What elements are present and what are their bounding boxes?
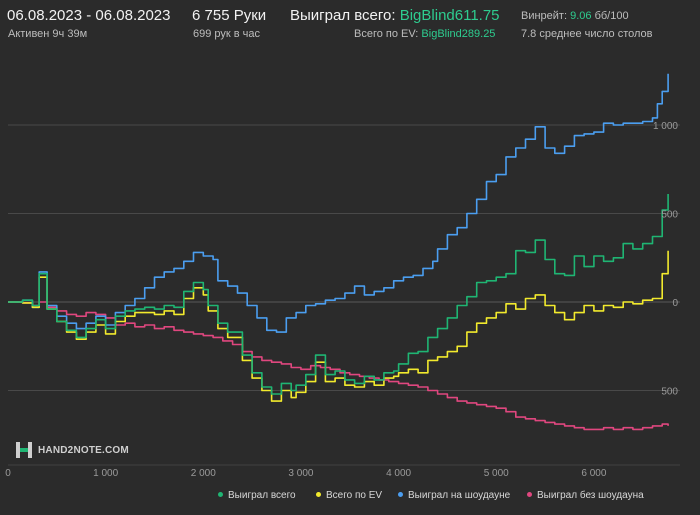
legend-label: Всего по EV [326, 490, 383, 501]
legend-dot-icon [218, 491, 223, 497]
h-logo-icon [16, 442, 32, 458]
axis-ticks: 1 000 500 0 500 0 1 000 2 000 3 000 4 000 5 000 6 … [5, 121, 678, 479]
legend-dot-icon [527, 491, 532, 497]
series-line-0 [8, 194, 669, 395]
ev-total-label: Всего по EV: [354, 28, 419, 40]
won-total-value: BigBlind611.75 [399, 7, 500, 24]
winrate: Винрейт: 9.06 бб/100 [521, 10, 629, 22]
x-tick-label: 4 000 [386, 468, 411, 479]
x-tick-label: 1 000 [93, 468, 118, 479]
won-total: Выиграл всего: BigBlind611.75 [290, 7, 500, 24]
date-range: 06.08.2023 - 06.08.2023 [7, 7, 171, 24]
y-tick-label: 0 [672, 298, 678, 309]
legend-item: Всего по EV [316, 490, 382, 501]
legend-label: Выиграл всего [228, 490, 296, 501]
series-line-3 [8, 301, 669, 431]
series-line-2 [8, 73, 669, 333]
y-tick-label: 500 [661, 210, 678, 221]
y-tick-label: 1 000 [653, 121, 678, 132]
x-tick-label: 2 000 [191, 468, 216, 479]
winrate-unit: бб/100 [594, 10, 629, 22]
legend-item: Выиграл всего [218, 490, 296, 501]
winrate-label: Винрейт: [521, 10, 568, 22]
y-tick-label: 500 [661, 387, 678, 398]
x-tick-label: 0 [5, 468, 11, 479]
series-line-1 [8, 250, 669, 402]
grid [8, 124, 680, 466]
legend-label: Выиграл на шоудауне [408, 490, 511, 501]
legend-dot-icon [316, 491, 321, 497]
legend-item: Выиграл на шоудауне [398, 490, 510, 501]
ev-total: Всего по EV: BigBlind289.25 [354, 28, 495, 40]
avg-tables: 7.8 среднее число столов [521, 28, 653, 40]
legend-label: Выиграл без шоудауна [537, 490, 644, 501]
winrate-value: 9.06 [570, 10, 592, 22]
hands-per-hour: 699 рук в час [193, 28, 261, 40]
logo-text: HAND2NOTE.COM [38, 445, 129, 456]
chart-legend: Выиграл всего Всего по EV Выиграл на шоуда… [0, 490, 700, 506]
won-total-label: Выиграл всего: [290, 7, 396, 24]
ev-total-value: BigBlind289.25 [421, 28, 496, 40]
series-lines [8, 73, 669, 431]
stats-header: 06.08.2023 - 06.08.2023 Активен 9ч 39м 6… [0, 0, 700, 48]
legend-item: Выиграл без шоудауна [527, 490, 644, 501]
x-tick-label: 3 000 [288, 468, 313, 479]
hands-count: 6 755 Руки [192, 7, 267, 24]
active-time: Активен 9ч 39м [8, 28, 88, 40]
x-tick-label: 5 000 [484, 468, 509, 479]
x-tick-label: 6 000 [581, 468, 606, 479]
legend-dot-icon [398, 491, 403, 497]
